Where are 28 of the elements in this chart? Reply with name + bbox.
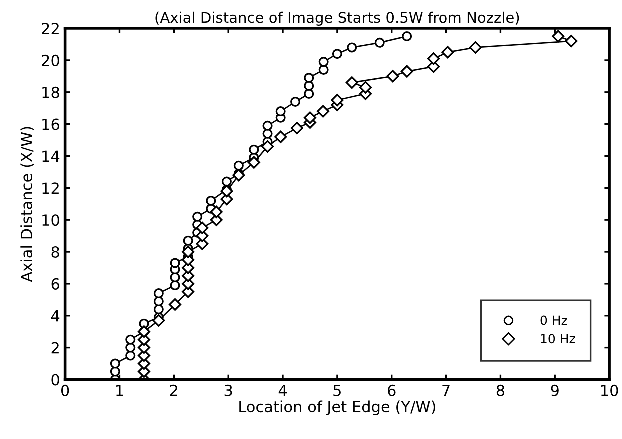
y-tick-label: 10 bbox=[42, 214, 60, 226]
x-tick-label: 1 bbox=[116, 385, 124, 396]
x-axis-title: Location of Jet Edge (Y/W) bbox=[240, 400, 436, 416]
x-tick-label: 10 bbox=[602, 384, 618, 396]
y-tick-label: 0 bbox=[52, 374, 60, 386]
y-tick-label: 2 bbox=[52, 342, 59, 354]
y-axis-title: Axial Distance (X/W) bbox=[20, 127, 34, 282]
y-tick-label: 18 bbox=[42, 86, 60, 98]
y-tick-label: 14 bbox=[42, 150, 60, 162]
y-tick-label: 20 bbox=[42, 54, 60, 66]
y-tick-label: 12 bbox=[42, 182, 59, 194]
y-tick-label: 6 bbox=[52, 278, 60, 290]
x-tick-label: 2 bbox=[170, 384, 178, 396]
x-tick-label: 0 bbox=[61, 384, 70, 396]
chart-title: (Axial Distance of Image Starts 0.5W from Nozzle) bbox=[156, 12, 520, 26]
x-tick-label: 9 bbox=[551, 384, 559, 396]
x-tick-label: 5 bbox=[334, 385, 341, 396]
x-tick-label: 3 bbox=[224, 384, 232, 396]
x-tick-label: 4 bbox=[278, 385, 288, 396]
x-tick-label: 6 bbox=[388, 384, 396, 396]
x-tick-label: 7 bbox=[442, 385, 450, 396]
y-tick-label: 8 bbox=[52, 246, 60, 258]
y-tick-label: 4 bbox=[51, 310, 60, 322]
y-tick-label: 16 bbox=[42, 118, 60, 130]
x-tick-label: 8 bbox=[496, 384, 505, 396]
legend-label: 10 Hz bbox=[541, 334, 576, 344]
y-tick-label: 22 bbox=[42, 23, 59, 34]
legend-label: 0 Hz bbox=[540, 316, 568, 326]
